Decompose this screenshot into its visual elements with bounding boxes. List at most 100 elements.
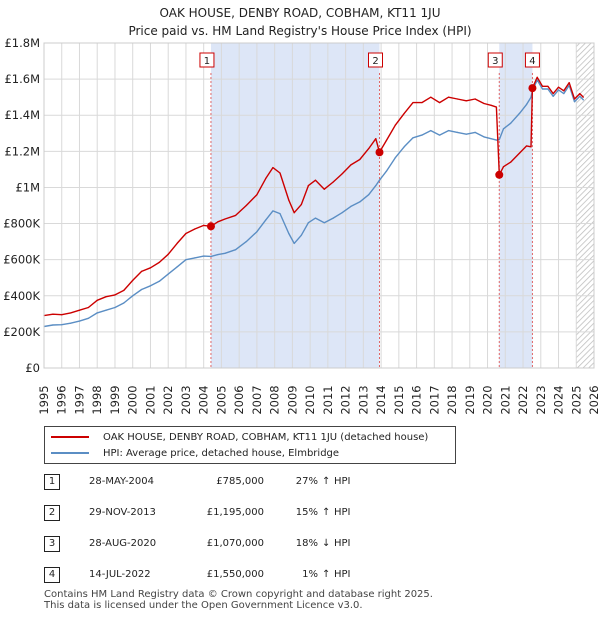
x-tick-label: 2025 <box>569 385 583 414</box>
x-tick-label: 2012 <box>339 385 353 414</box>
price-chart: OAK HOUSE, DENBY ROAD, COBHAM, KT11 1JU … <box>3 6 600 415</box>
transaction-arrow: ↑ <box>322 507 331 518</box>
hpi-point <box>483 136 485 138</box>
hpi-point <box>541 88 544 90</box>
property-point <box>300 203 302 206</box>
x-tick-label: 2000 <box>126 385 140 414</box>
sale-point-2 <box>375 148 384 157</box>
transaction-price: £1,195,000 <box>206 507 264 518</box>
x-tick-label: 2005 <box>214 385 228 414</box>
hpi-point <box>132 295 134 297</box>
x-tick-label: 2019 <box>463 385 477 414</box>
y-tick-label: £800K <box>3 217 40 231</box>
x-tick-label: 2015 <box>392 385 406 414</box>
hpi-point <box>421 134 423 136</box>
sale-marker-label-4: 4 <box>529 56 535 67</box>
hpi-point <box>557 89 560 91</box>
sale-point-1 <box>206 222 215 231</box>
plot-area <box>43 42 595 369</box>
hpi-point <box>167 273 169 275</box>
sale-marker-box-2 <box>368 52 383 68</box>
property-point <box>203 224 205 226</box>
hpi-point <box>185 259 187 261</box>
transaction-arrow: ↑ <box>322 569 331 580</box>
footer-notice: Contains HM Land Registry data © Crown c… <box>44 589 433 611</box>
property-point <box>525 145 528 147</box>
property-point <box>293 212 295 214</box>
hpi-point <box>412 137 414 139</box>
property-point <box>439 101 441 104</box>
hpi-point <box>582 99 584 101</box>
hpi-point <box>61 324 63 326</box>
sale-marker-box-4 <box>524 52 540 68</box>
y-tick-label: £1M <box>15 180 40 194</box>
transaction-price: £1,550,000 <box>206 569 264 580</box>
hpi-point <box>245 241 247 243</box>
hpi-point <box>474 131 476 133</box>
transaction-badge: 4 <box>44 567 60 583</box>
hpi-point <box>217 254 219 256</box>
y-tick-label: £1.4M <box>4 108 40 122</box>
x-tick-label: 2006 <box>232 385 246 414</box>
property-point <box>224 218 226 220</box>
hpi-point <box>323 222 325 224</box>
hpi-point <box>359 201 361 203</box>
x-tick-label: 2004 <box>197 385 211 414</box>
footer-line: Contains HM Land Registry data © Crown c… <box>44 589 433 600</box>
property-point <box>536 76 538 78</box>
y-tick-label: £400K <box>3 289 40 303</box>
y-tick-label: £1.2M <box>4 144 40 158</box>
x-tick-label: 1998 <box>90 385 104 414</box>
sale-marker-label-3: 3 <box>492 56 498 67</box>
property-point <box>265 177 267 180</box>
x-tick-label: 2002 <box>161 385 175 414</box>
property-point <box>368 148 370 150</box>
property-point <box>307 185 309 187</box>
legend-label-hpi: HPI: Average price, detached house, Elmb… <box>103 447 340 459</box>
sale-marker-box-1 <box>199 52 215 68</box>
property-point <box>245 204 247 207</box>
sale-marker-label-1: 1 <box>204 56 210 67</box>
x-tick-label: 1996 <box>55 385 69 414</box>
hpi-point <box>307 222 309 224</box>
hpi-point <box>203 255 205 257</box>
transaction-date: 28-AUG-2020 <box>89 538 157 549</box>
property-point <box>495 106 498 108</box>
transaction-pct: 1% <box>302 569 318 580</box>
hpi-point <box>114 306 116 309</box>
hpi-point <box>456 131 458 133</box>
property-point <box>61 314 63 316</box>
hpi-point <box>194 257 196 259</box>
sale-point-3 <box>495 170 504 179</box>
series-line-hpi <box>43 79 584 328</box>
property-point <box>78 309 81 311</box>
hpi-point <box>490 138 492 140</box>
hpi-point <box>78 320 81 322</box>
property-point <box>52 313 54 315</box>
property-point <box>394 124 396 126</box>
hpi-point <box>256 231 258 233</box>
property-point <box>563 90 565 92</box>
property-point <box>510 161 512 163</box>
transaction-hpi: HPI <box>334 569 351 580</box>
legend-swatch-hpi <box>51 452 89 454</box>
property-point <box>70 312 72 314</box>
hpi-point <box>547 88 549 90</box>
property-point <box>518 152 521 154</box>
x-tick-label: 2001 <box>143 385 157 414</box>
x-tick-label: 2022 <box>516 385 530 414</box>
property-point <box>350 164 352 166</box>
property-point <box>568 82 570 84</box>
property-point <box>341 173 343 175</box>
property-point <box>582 96 584 98</box>
hpi-point <box>439 134 441 136</box>
legend: OAK HOUSE, DENBY ROAD, COBHAM, KT11 1JU … <box>44 426 456 464</box>
property-point <box>332 181 334 183</box>
property-point <box>194 228 196 230</box>
hpi-point <box>158 280 160 282</box>
property-point <box>149 267 152 269</box>
property-point <box>140 270 143 273</box>
x-tick-label: 2008 <box>268 385 282 414</box>
property-point <box>279 172 281 174</box>
x-tick-label: 2014 <box>374 385 388 414</box>
